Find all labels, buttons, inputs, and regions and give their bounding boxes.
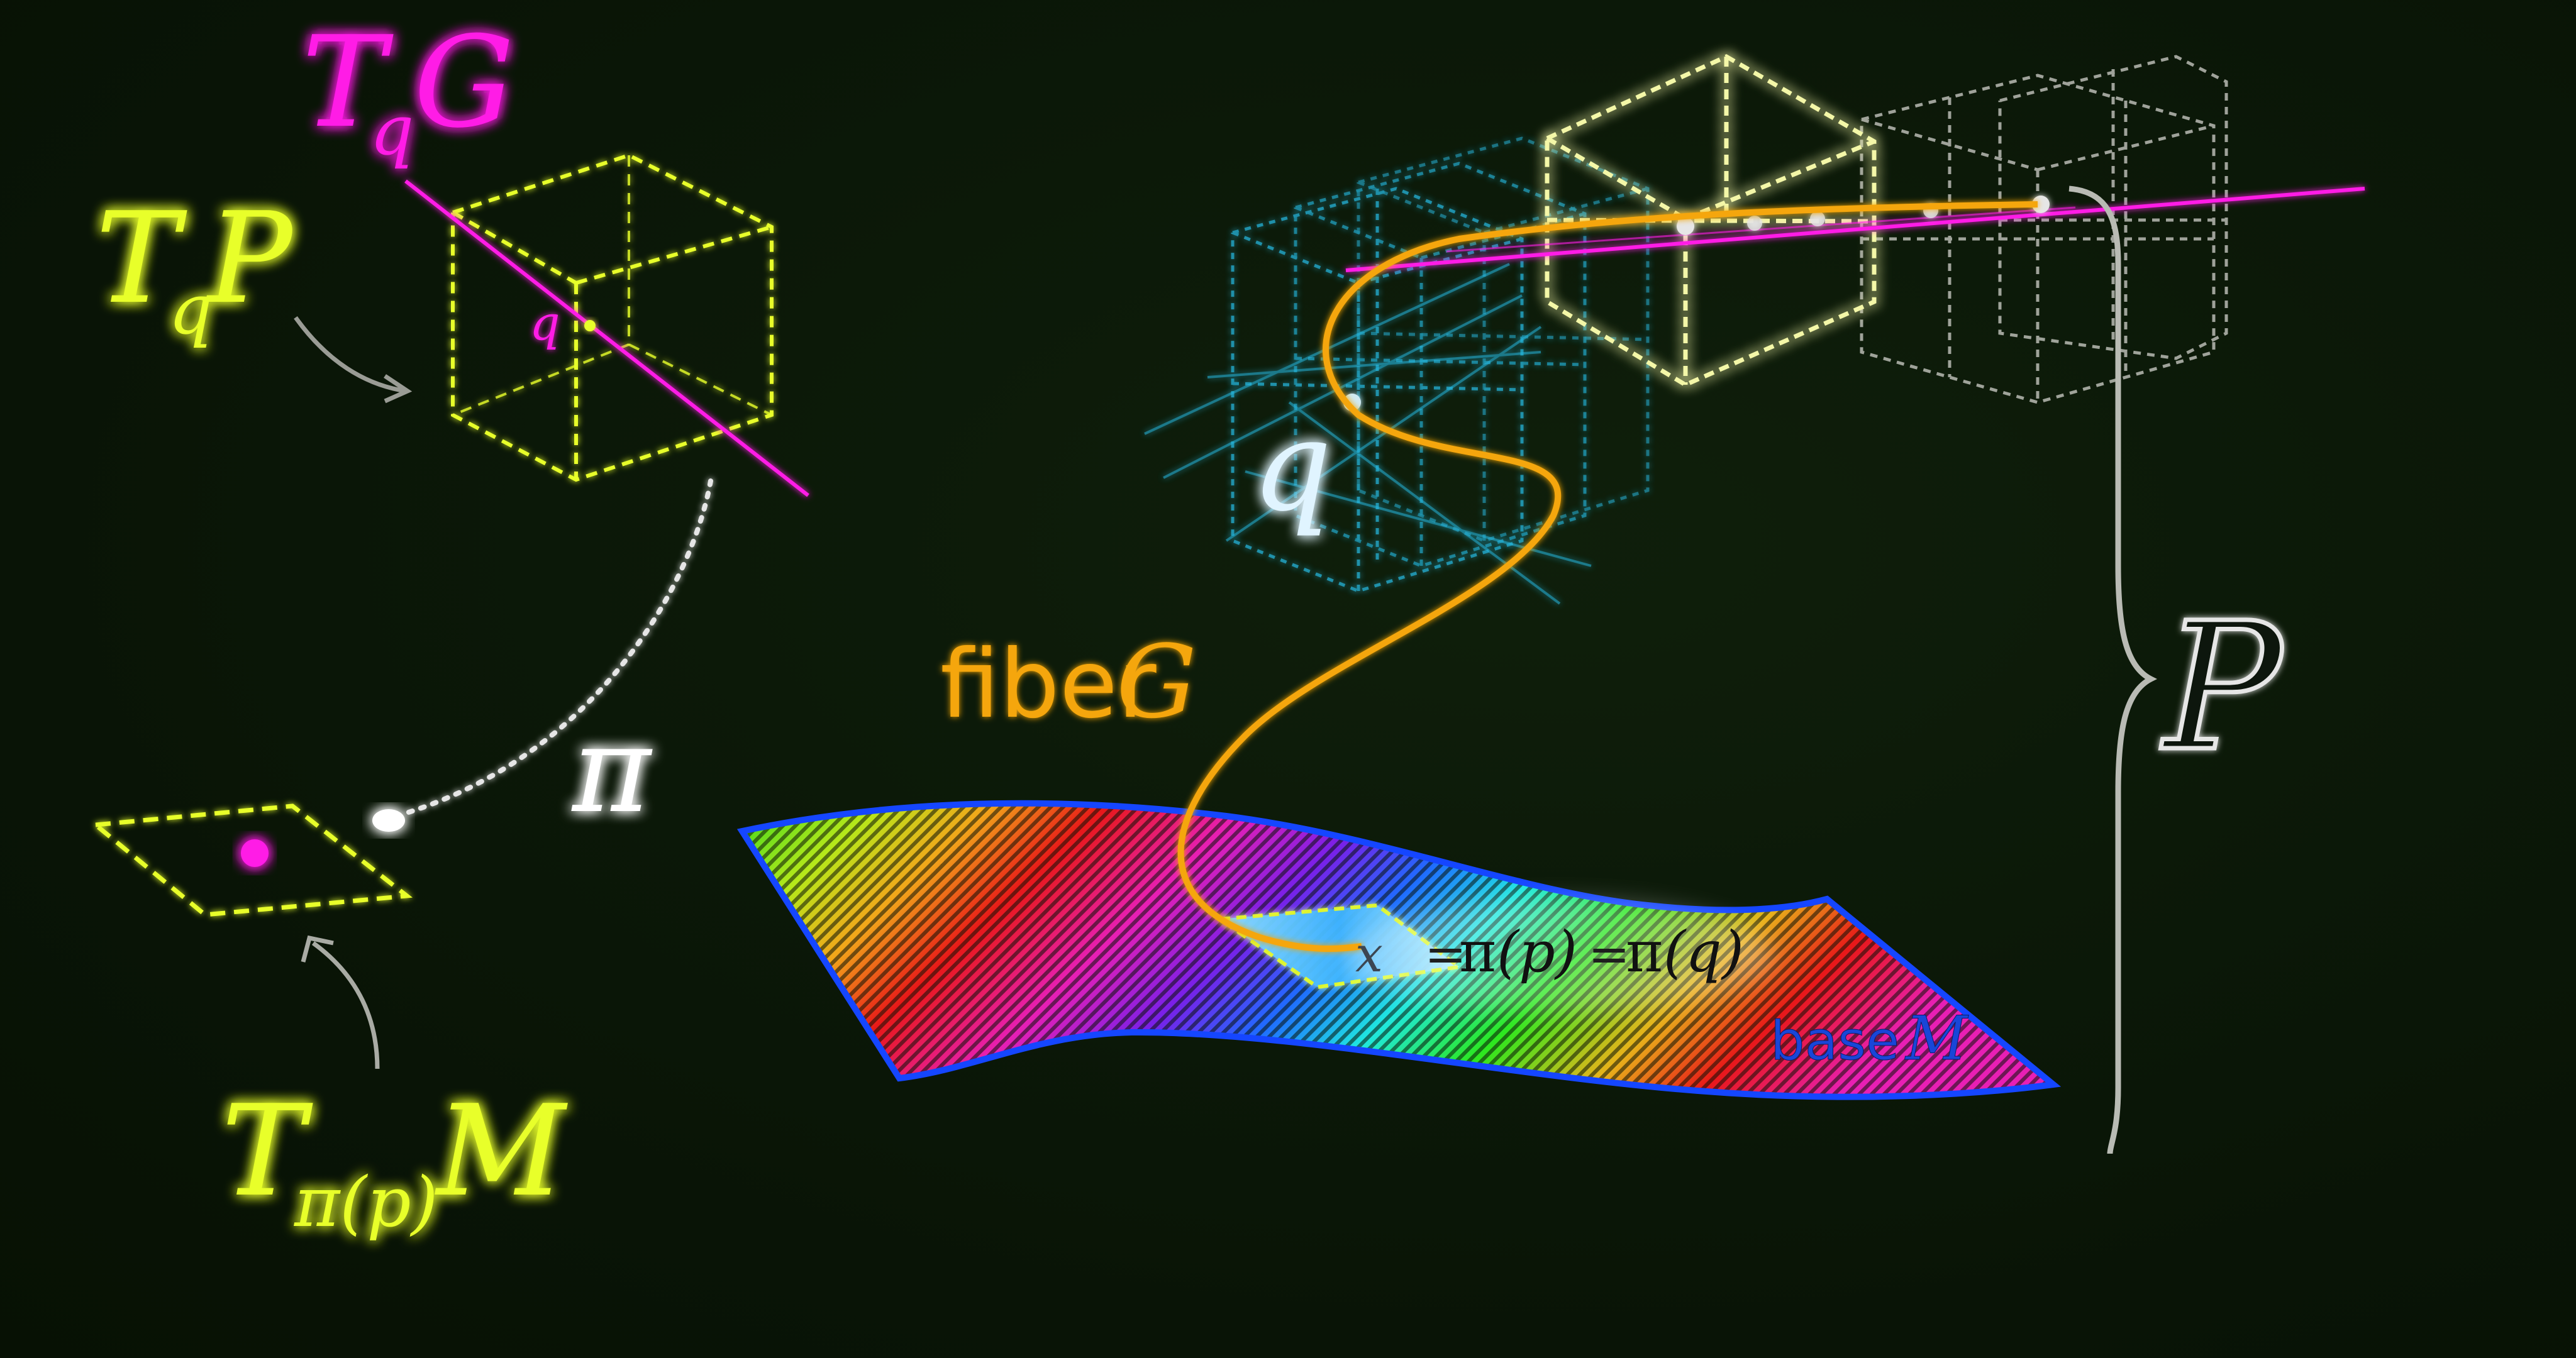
projection-arrow (400, 478, 713, 817)
svg-text:q: q (370, 90, 414, 170)
fiber-cube-trail-grey (1860, 55, 2228, 404)
svg-text:π(p): π(p) (294, 1162, 438, 1242)
fiber-g-label: fiber G (940, 623, 1197, 741)
fiber-cube-trail (1231, 136, 1650, 593)
pi-label: π (571, 700, 653, 839)
tm-arrowhead (301, 935, 334, 963)
svg-text:P: P (205, 185, 294, 332)
tqp-label: T q P (96, 185, 294, 350)
point-q-label: q (530, 295, 560, 351)
svg-text:=: = (1424, 925, 1467, 983)
big-p-label: P (2161, 585, 2285, 790)
svg-text:G: G (1116, 623, 1197, 741)
base-label: base M (1770, 1003, 1970, 1074)
svg-text:M: M (1904, 1003, 1969, 1074)
base-tangent-plane (90, 803, 413, 917)
svg-text:π: π (1626, 919, 1663, 985)
lie-algebra-line (404, 179, 809, 497)
tqg-label: T q G (302, 9, 514, 170)
svg-text:base: base (1770, 1010, 1899, 1073)
fiber-lie-line (1345, 187, 2365, 272)
svg-text:T: T (221, 1078, 313, 1225)
tqp-arrowhead (384, 374, 413, 404)
fiber-curve (1177, 201, 2038, 952)
tqp-arrow (294, 316, 406, 394)
svg-text:M: M (434, 1078, 568, 1225)
svg-text:=: = (1588, 925, 1630, 983)
svg-text:T: T (302, 9, 394, 156)
projection-formula: x = π (p) = π (q) (1355, 919, 1744, 985)
point-q-dot (584, 320, 596, 331)
svg-text:fiber: fiber (940, 630, 1157, 739)
base-point-dot (241, 839, 269, 867)
svg-text:(p): (p) (1497, 919, 1577, 985)
total-space-brace (2068, 185, 2158, 1154)
tm-label: T π(p) M (221, 1078, 568, 1242)
projection-arrowhead (372, 809, 405, 832)
svg-text:π: π (1459, 919, 1496, 985)
formula-halo (1346, 899, 1774, 1012)
svg-text:G: G (414, 9, 514, 156)
big-q-label: q (1252, 393, 1332, 539)
svg-text:q: q (169, 269, 213, 350)
tangent-space-cube (451, 153, 774, 482)
svg-text:(q): (q) (1663, 919, 1744, 985)
tm-arrow (311, 941, 380, 1069)
svg-text:T: T (96, 185, 187, 332)
svg-text:x: x (1355, 927, 1383, 983)
